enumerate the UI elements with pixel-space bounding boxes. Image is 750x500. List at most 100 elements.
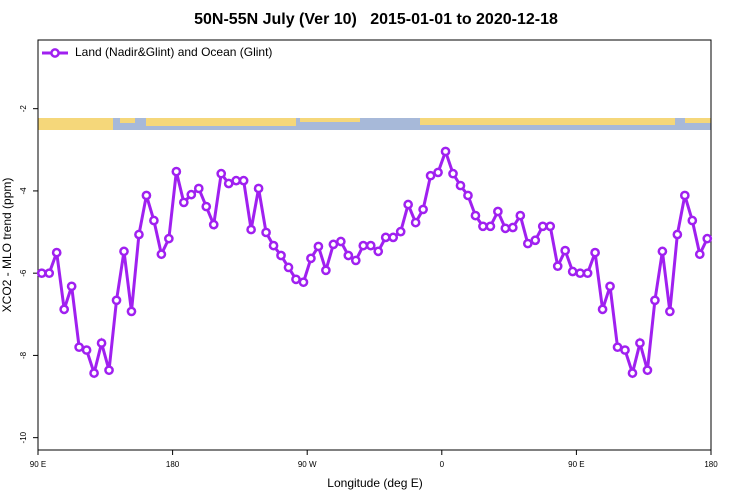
data-point <box>552 261 563 272</box>
data-point <box>694 249 705 260</box>
data-point <box>89 368 99 378</box>
data-point <box>455 180 466 191</box>
data-point <box>575 268 585 279</box>
data-point <box>283 262 294 273</box>
y-tick-label: -10 <box>19 431 28 443</box>
x-tick-label: 0 <box>440 460 445 469</box>
y-tick-label: -6 <box>19 269 28 277</box>
data-point <box>530 235 541 246</box>
data-point <box>66 281 77 292</box>
land-band <box>685 118 711 123</box>
data-point <box>291 274 301 285</box>
data-point <box>216 168 227 179</box>
data-point <box>276 250 286 261</box>
x-axis-label: Longitude (deg E) <box>327 476 422 490</box>
data-point <box>425 170 436 181</box>
x-tick-label: 90 E <box>568 460 584 469</box>
data-point <box>111 295 122 306</box>
data-point <box>149 215 159 226</box>
data-point <box>51 247 62 258</box>
data-point <box>582 268 593 279</box>
y-tick-label: -2 <box>19 105 28 113</box>
land-band <box>120 118 135 123</box>
data-point <box>171 166 182 177</box>
data-point <box>59 304 70 315</box>
legend-label: Land (Nadir&Glint) and Ocean (Glint) <box>75 45 272 59</box>
data-point <box>650 295 660 306</box>
data-point <box>208 219 219 230</box>
data-point <box>306 253 316 264</box>
data-point <box>74 342 84 353</box>
data-point <box>627 368 638 378</box>
land-band <box>300 118 360 122</box>
data-point <box>231 175 242 186</box>
data-point <box>672 229 683 240</box>
y-axis-label: XCO2 - MLO trend (ppm) <box>0 178 14 313</box>
data-point <box>440 146 451 157</box>
data-point <box>343 250 354 261</box>
legend-marker <box>50 48 60 58</box>
data-point <box>388 232 399 243</box>
x-tick-label: 180 <box>166 460 180 469</box>
data-point <box>164 233 174 244</box>
data-point <box>365 240 376 251</box>
data-point <box>470 210 481 221</box>
data-point <box>463 190 473 201</box>
land-band <box>146 118 296 126</box>
data-point <box>515 210 526 221</box>
data-point <box>380 232 391 243</box>
data-point <box>298 277 309 288</box>
data-point <box>253 183 264 194</box>
plot-frame <box>37 39 712 451</box>
data-point <box>358 240 369 251</box>
data-point <box>485 221 496 232</box>
x-tick-label: 180 <box>704 460 718 469</box>
data-point <box>395 226 406 237</box>
data-point <box>418 204 428 215</box>
data-point <box>81 345 92 355</box>
data-point <box>537 221 548 232</box>
data-point <box>178 197 189 208</box>
data-point <box>507 222 518 233</box>
data-point <box>44 268 55 279</box>
data-point <box>36 268 47 279</box>
chart-title: 50N-55N July (Ver 10) 2015-01-01 to 2020… <box>194 11 558 28</box>
data-point <box>223 178 234 189</box>
data-point <box>134 229 144 240</box>
data-point <box>560 245 571 256</box>
data-point <box>665 306 675 317</box>
data-point <box>657 246 668 257</box>
x-tick-label: 90 E <box>30 460 46 469</box>
x-tick-label: 90 W <box>298 460 317 469</box>
data-point <box>522 238 533 249</box>
data-point <box>238 175 249 186</box>
data-point <box>156 249 167 260</box>
data-point <box>605 281 615 292</box>
data-point <box>635 338 645 348</box>
data-point <box>433 167 443 178</box>
data-point <box>612 342 623 353</box>
data-point <box>193 183 204 194</box>
data-line <box>41 146 709 379</box>
data-point <box>410 217 421 228</box>
data-point <box>500 223 511 234</box>
y-tick-label: -4 <box>19 187 28 195</box>
data-point <box>119 246 129 257</box>
data-point <box>104 365 114 376</box>
land-ocean-strip <box>38 118 711 130</box>
data-point <box>478 221 488 232</box>
legend: Land (Nadir&Glint) and Ocean (Glint) <box>42 45 272 59</box>
data-point <box>702 233 713 244</box>
data-point <box>620 345 630 355</box>
y-tick-label: -8 <box>19 351 28 359</box>
data-point <box>336 236 346 247</box>
data-point <box>126 306 137 317</box>
data-point <box>545 221 556 232</box>
data-point <box>350 255 361 266</box>
data-point <box>373 246 384 257</box>
data-point <box>261 227 271 238</box>
data-point <box>141 190 152 201</box>
land-band <box>38 118 113 130</box>
data-point <box>268 240 279 251</box>
data-point <box>186 189 197 200</box>
